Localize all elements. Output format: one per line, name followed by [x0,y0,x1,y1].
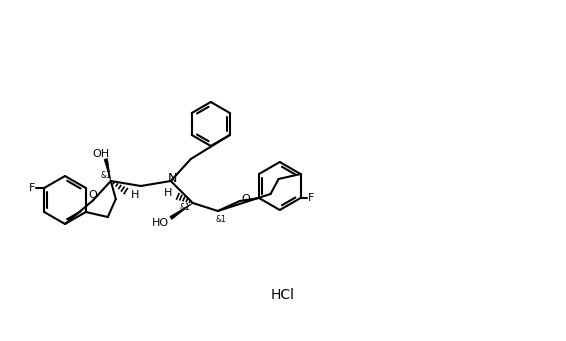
Text: F: F [29,183,36,193]
Text: F: F [307,193,314,203]
Text: HCl: HCl [271,288,295,302]
Text: N: N [168,172,178,184]
Text: &1: &1 [179,203,190,211]
Polygon shape [104,159,111,181]
Text: H: H [164,188,172,198]
Text: OH: OH [92,149,109,159]
Polygon shape [170,203,193,220]
Text: &1: &1 [100,172,111,180]
Text: O: O [88,191,97,201]
Text: H: H [131,190,139,200]
Text: O: O [242,194,250,204]
Text: &1: &1 [216,214,226,223]
Text: HO: HO [152,218,169,228]
